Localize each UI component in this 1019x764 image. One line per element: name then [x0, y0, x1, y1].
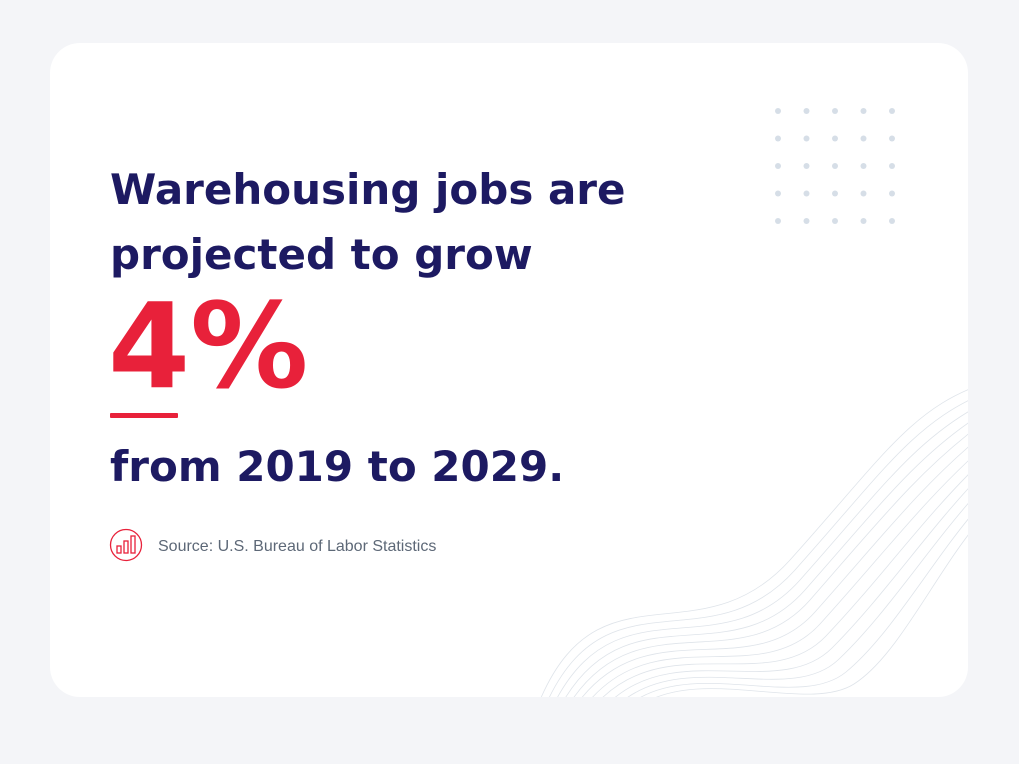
headline-line: projected to grow [110, 230, 533, 279]
wave-decoration [539, 384, 968, 697]
source-text: Source: U.S. Bureau of Labor Statistics [158, 538, 436, 555]
period-text: from 2019 to 2029. [110, 442, 564, 491]
source-icon [109, 528, 143, 562]
dot-grid [764, 97, 906, 234]
card [50, 43, 968, 697]
headline-line: Warehousing jobs are [110, 165, 625, 214]
stat-value: 4% [108, 277, 308, 415]
accent-underline [110, 413, 178, 418]
